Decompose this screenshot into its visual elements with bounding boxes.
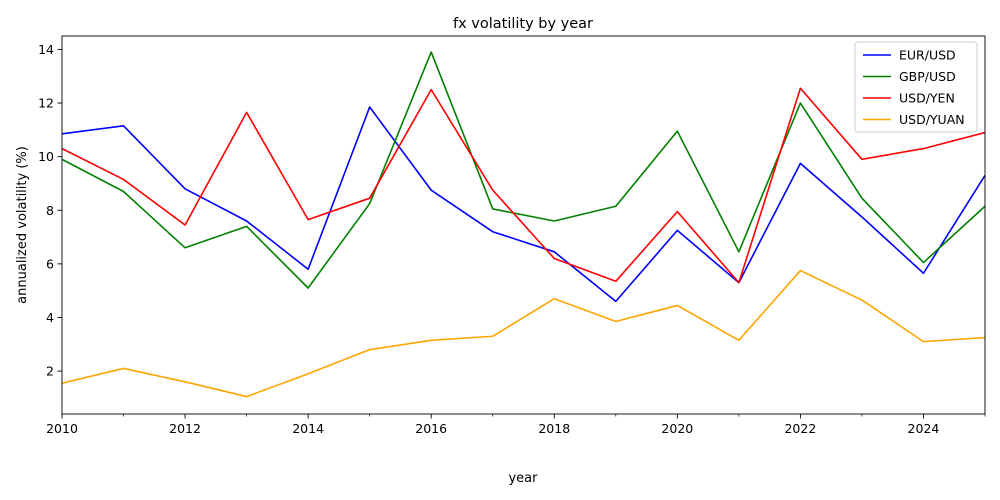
plot-frame <box>61 35 986 415</box>
legend-label: EUR/USD <box>899 48 956 63</box>
x-tick-label: 2022 <box>784 421 816 436</box>
x-tick-label: 2010 <box>46 421 78 436</box>
legend-label: USD/YEN <box>899 91 955 106</box>
series-line-usd-yuan <box>62 269 985 398</box>
y-tick-label: 14 <box>38 42 54 57</box>
legend-label: USD/YUAN <box>899 112 965 127</box>
y-tick-label: 4 <box>46 310 54 325</box>
x-tick-label: 2014 <box>292 421 324 436</box>
x-axis-label: year <box>508 471 538 486</box>
x-tick-label: 2020 <box>661 421 693 436</box>
y-tick-label: 12 <box>38 96 54 111</box>
legend: EUR/USD GBP/USD USD/YEN USD/YUAN <box>854 41 978 133</box>
legend-label: GBP/USD <box>899 69 956 84</box>
series-line-eur-usd <box>62 106 985 303</box>
x-tick-label: 2012 <box>169 421 201 436</box>
series-lines <box>62 51 985 398</box>
x-tick-label: 2018 <box>538 421 570 436</box>
y-tick-label: 2 <box>46 364 54 379</box>
series-line-gbp-usd <box>62 51 985 289</box>
y-tick-label: 6 <box>46 256 54 271</box>
y-axis: 2 4 6 8 10 12 14 <box>38 42 62 379</box>
legend-box <box>854 41 978 133</box>
x-axis: 2010 2012 2014 2016 2018 2020 2022 2024 <box>46 414 986 436</box>
series-line-usd-yen <box>62 87 985 284</box>
x-tick-label: 2024 <box>908 421 940 436</box>
y-tick-label: 8 <box>46 203 54 218</box>
y-axis-label: annualized volatility (%) <box>15 146 30 304</box>
plot-area <box>61 35 986 415</box>
x-tick-label: 2016 <box>415 421 447 436</box>
y-tick-label: 10 <box>38 149 54 164</box>
chart-title: fx volatility by year <box>453 16 593 32</box>
